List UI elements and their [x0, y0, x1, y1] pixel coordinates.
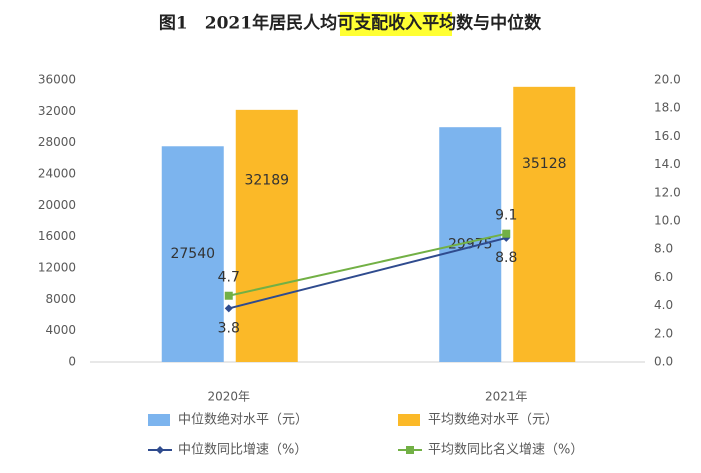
data-label: 3.8 — [218, 320, 240, 336]
y2-tick-label: 0.0 — [654, 355, 673, 369]
line — [228, 232, 507, 297]
y-tick-label: 24000 — [38, 167, 76, 181]
y2-tick-label: 4.0 — [654, 298, 673, 312]
y-tick-label: 16000 — [38, 229, 76, 243]
data-label: 29975 — [448, 237, 493, 253]
bar — [439, 127, 502, 362]
bar — [513, 86, 576, 363]
data-label: 8.8 — [495, 250, 517, 266]
y-tick-label: 0 — [68, 355, 76, 369]
line-marker — [224, 304, 233, 313]
bar — [235, 109, 298, 362]
x-tick-label: 2020年 — [207, 390, 250, 404]
y-tick-label: 4000 — [45, 323, 76, 337]
y2-tick-label: 6.0 — [654, 270, 673, 284]
x-tick-label: 2021年 — [485, 390, 528, 404]
y-tick-label: 32000 — [38, 104, 76, 118]
y2-tick-label: 2.0 — [654, 326, 673, 340]
y2-tick-label: 18.0 — [654, 101, 681, 115]
y-tick-label: 36000 — [38, 73, 76, 87]
legend-marker — [156, 446, 164, 454]
data-label: 27540 — [170, 246, 215, 262]
legend-label: 中位数绝对水平（元） — [178, 412, 308, 428]
legend-label: 平均数同比名义增速（%） — [428, 442, 583, 458]
data-label: 4.7 — [218, 270, 240, 286]
y-tick-label: 20000 — [38, 198, 76, 212]
title-highlight — [340, 12, 452, 36]
line-marker — [224, 291, 233, 300]
y2-tick-label: 12.0 — [654, 185, 681, 199]
legend-swatch — [398, 414, 420, 426]
data-label: 32189 — [244, 172, 289, 188]
y2-tick-label: 10.0 — [654, 214, 681, 228]
line — [228, 236, 507, 310]
y2-tick-label: 16.0 — [654, 129, 681, 143]
legend-label: 中位数同比增速（%） — [178, 443, 307, 458]
y-tick-label: 12000 — [38, 261, 76, 275]
chart-title: 图1 2021年居民人均可支配收入平均数与中位数 — [159, 13, 542, 34]
legend-swatch — [148, 414, 170, 426]
y2-tick-label: 14.0 — [654, 157, 681, 171]
y-tick-label: 28000 — [38, 135, 76, 149]
data-label: 35128 — [522, 156, 567, 172]
y2-tick-label: 8.0 — [654, 242, 673, 256]
y2-tick-label: 20.0 — [654, 73, 681, 87]
bar — [161, 146, 224, 362]
y-tick-label: 8000 — [45, 292, 76, 306]
legend-marker — [406, 446, 414, 454]
data-label: 9.1 — [495, 208, 517, 224]
legend-label: 平均数绝对水平（元） — [428, 412, 558, 428]
line-marker — [502, 229, 511, 238]
